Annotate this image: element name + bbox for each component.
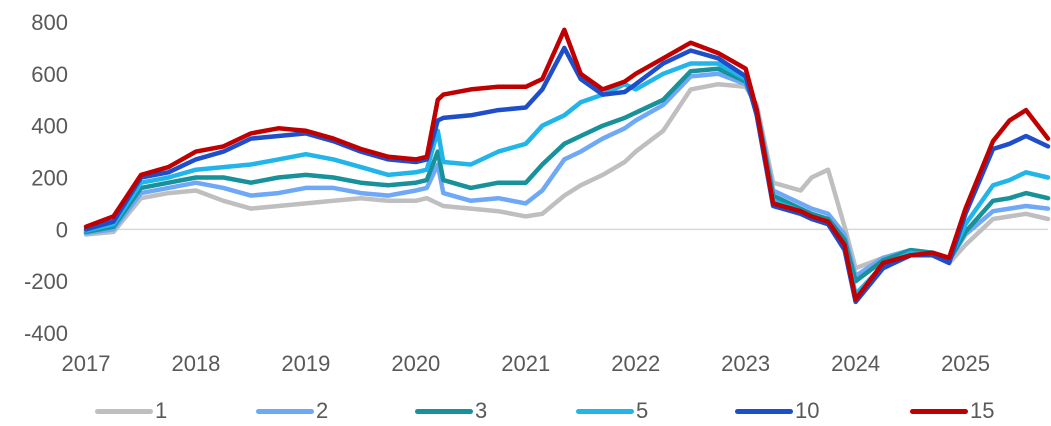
x-tick-label: 2021	[501, 351, 550, 376]
y-tick-label: -400	[24, 321, 68, 346]
y-tick-label: 200	[31, 166, 68, 191]
x-tick-label: 2020	[391, 351, 440, 376]
series-line-10	[83, 45, 1051, 305]
series-line-2	[83, 71, 1051, 279]
legend-swatch-15	[910, 408, 968, 414]
legend-swatch-3	[415, 408, 473, 414]
y-tick-label: 600	[31, 62, 68, 87]
legend-item-2: 2	[256, 396, 328, 426]
legend: 1 2 3 5 10 15	[0, 396, 1051, 426]
x-tick-label: 2019	[281, 351, 330, 376]
legend-item-10: 10	[735, 396, 819, 426]
legend-label-5: 5	[636, 398, 649, 423]
legend-swatch-5	[576, 408, 634, 414]
series-line-3	[83, 66, 1051, 284]
x-tick-label: 2017	[62, 351, 111, 376]
line-chart: 800 600 400 200 0 -200 -400 2017 2018 2019 2020 20…	[24, 10, 1051, 376]
x-tick-label: 2023	[721, 351, 770, 376]
y-tick-label: -200	[24, 269, 68, 294]
legend-item-1: 1	[95, 396, 167, 426]
legend-label-3: 3	[475, 398, 488, 423]
legend-item-5: 5	[576, 396, 648, 426]
y-tick-label: 400	[31, 114, 68, 139]
legend-label-15: 15	[970, 398, 995, 423]
legend-item-15: 15	[910, 396, 994, 426]
series-line-15	[83, 27, 1051, 302]
x-tick-label: 2025	[941, 351, 990, 376]
legend-label-1: 1	[155, 398, 168, 423]
x-tick-label: 2018	[171, 351, 220, 376]
x-tick-label: 2024	[831, 351, 880, 376]
legend-swatch-10	[735, 408, 793, 414]
legend-swatch-1	[95, 408, 153, 414]
legend-label-10: 10	[795, 398, 820, 423]
legend-item-3: 3	[415, 396, 487, 426]
legend-label-2: 2	[316, 398, 329, 423]
y-tick-label: 0	[56, 217, 68, 242]
y-tick-label: 800	[31, 10, 68, 35]
x-tick-label: 2022	[611, 351, 660, 376]
legend-swatch-2	[256, 408, 314, 414]
